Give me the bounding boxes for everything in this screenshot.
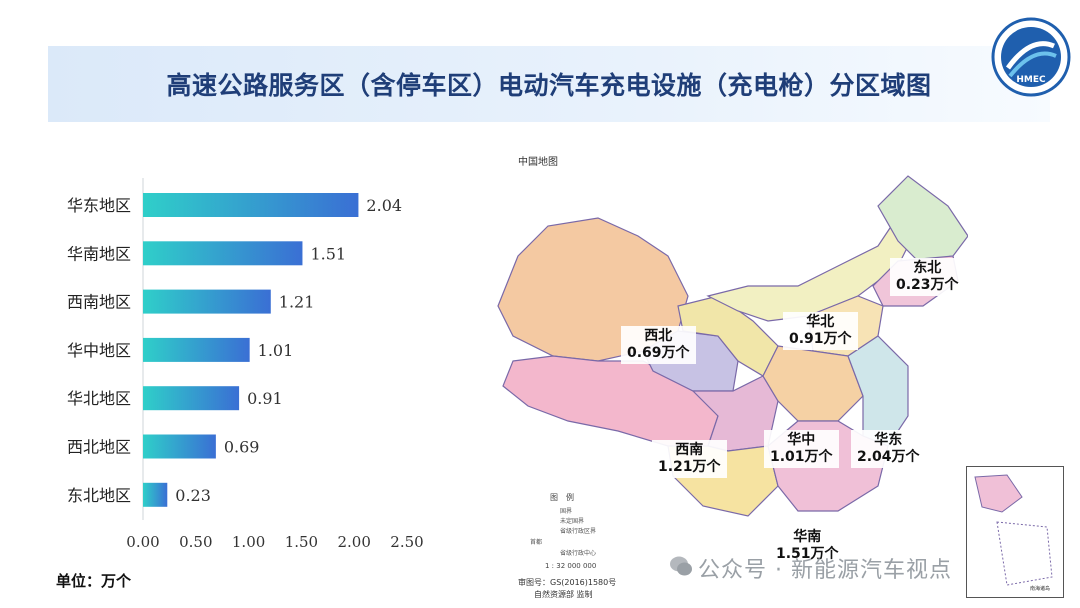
bar-chart: 华东地区 2.04 华南地区 1.51 西南地区 1.21 华中地区 1.01 华北地区 0.91… [67, 178, 424, 551]
callout-xibei: 西北 0.69万个 [621, 326, 696, 364]
x-tick-label: 0.50 [179, 533, 212, 551]
watermark-text: 公众号 · 新能源汽车视点 [698, 558, 952, 583]
callout-dongbei: 东北 0.23万个 [890, 258, 965, 296]
callout-huanan: 华南 1.51万个 [770, 527, 845, 565]
bar [143, 386, 240, 411]
x-tick-label: 2.50 [390, 533, 423, 551]
legend-item: 国界 [560, 508, 573, 515]
callout-value: 1.01万个 [770, 449, 833, 465]
bar-value-label: 1.01 [258, 341, 294, 360]
callout-value: 1.51万个 [776, 546, 839, 562]
unit-label: 单位：万个 [56, 572, 132, 590]
category-label: 华南地区 [67, 244, 131, 263]
category-label: 华东地区 [67, 196, 131, 215]
map-publisher: 自然资源部 监制 [534, 590, 593, 599]
category-label: 西南地区 [67, 293, 131, 312]
legend-item: 未定国界 [560, 518, 585, 525]
map-title: 中国地图 [518, 157, 558, 168]
bar [143, 193, 359, 217]
category-label: 华中地区 [67, 341, 131, 360]
callout-region: 华东 [874, 432, 903, 448]
bar-value-label: 0.69 [224, 438, 260, 457]
south-sea-inset-map [966, 466, 1064, 598]
callout-region: 西北 [644, 328, 673, 344]
bar-value-label: 1.21 [279, 293, 315, 312]
bar [143, 482, 168, 507]
callout-value: 2.04万个 [857, 449, 920, 465]
callout-huazhong: 华中 1.01万个 [764, 430, 839, 468]
callout-huadong: 华东 2.04万个 [851, 430, 926, 468]
bar [143, 289, 271, 314]
bar [143, 241, 303, 266]
callout-value: 0.69万个 [627, 345, 690, 361]
callout-value: 0.23万个 [896, 277, 959, 293]
x-tick-label: 1.50 [285, 533, 318, 551]
callout-region: 华南 [793, 529, 822, 545]
category-label: 华北地区 [67, 389, 131, 408]
map-region-heilongjiang [877, 175, 968, 262]
category-label: 西北地区 [67, 438, 131, 457]
x-tick-label: 2.00 [337, 533, 370, 551]
bar-value-label: 2.04 [366, 196, 402, 215]
x-tick-label: 1.00 [232, 533, 265, 551]
category-label: 东北地区 [67, 486, 131, 505]
bar-value-label: 0.23 [175, 486, 211, 505]
map-scale: 1 : 32 000 000 [545, 562, 597, 570]
callout-huabei: 华北 0.91万个 [783, 312, 858, 350]
hmec-logo: HMEC [991, 17, 1071, 97]
legend-item: 省级行政区界 [560, 528, 597, 535]
callout-xinan: 西南 1.21万个 [652, 440, 727, 478]
callout-region: 东北 [913, 260, 942, 276]
map-approval-number: 审图号：GS(2016)1580号 [518, 578, 617, 587]
callout-region: 西南 [675, 442, 704, 458]
callout-value: 0.91万个 [789, 331, 852, 347]
callout-value: 1.21万个 [658, 459, 721, 475]
map-legend-title: 图 例 [550, 493, 574, 502]
south-sea-inset-shape [974, 474, 1053, 586]
wechat-icon [670, 556, 692, 576]
bar [143, 337, 250, 362]
logo-text: HMEC [1016, 75, 1046, 85]
bar-value-label: 1.51 [310, 244, 346, 263]
callout-region: 华中 [787, 432, 816, 448]
legend-item: 省级行政中心 [560, 550, 597, 557]
bar [143, 434, 216, 459]
bar-value-label: 0.91 [247, 389, 283, 408]
title-banner [48, 46, 1050, 122]
page-title: 高速公路服务区（含停车区）电动汽车充电设施（充电枪）分区域图 [166, 71, 932, 100]
legend-item: 首都 [530, 539, 543, 546]
x-tick-label: 0.00 [126, 533, 159, 551]
inset-label: 南海诸岛 [1030, 586, 1051, 592]
callout-region: 华北 [806, 314, 835, 330]
china-map [497, 175, 968, 517]
